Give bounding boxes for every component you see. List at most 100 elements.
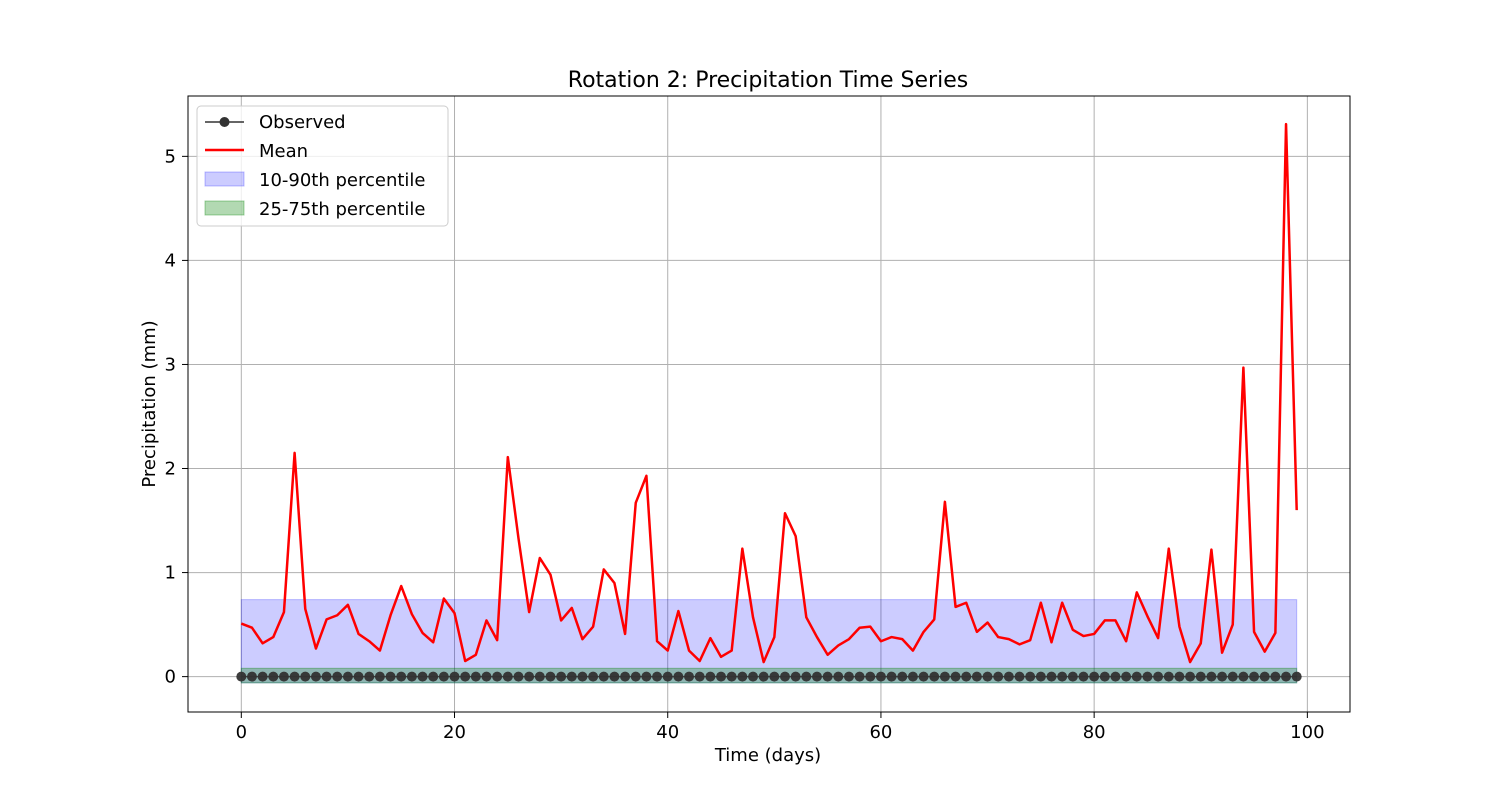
observed-point xyxy=(950,671,961,682)
observed-point xyxy=(1217,671,1228,682)
observed-point xyxy=(257,671,268,682)
observed-point xyxy=(428,671,439,682)
observed-point xyxy=(300,671,311,682)
observed-point xyxy=(652,671,663,682)
observed-point xyxy=(843,671,854,682)
observed-point xyxy=(1259,671,1270,682)
observed-point xyxy=(939,671,950,682)
observed-point xyxy=(396,671,407,682)
observed-point xyxy=(865,671,876,682)
observed-point xyxy=(524,671,535,682)
observed-point xyxy=(342,671,353,682)
legend-25-75-label: 25-75th percentile xyxy=(259,199,426,220)
observed-point xyxy=(1195,671,1206,682)
observed-point xyxy=(438,671,449,682)
x-tick-label: 100 xyxy=(1290,722,1324,743)
observed-point xyxy=(705,671,716,682)
observed-point xyxy=(492,671,503,682)
observed-point xyxy=(460,671,471,682)
observed-point xyxy=(513,671,524,682)
observed-point xyxy=(417,671,428,682)
observed-point xyxy=(1291,671,1302,682)
observed-point xyxy=(620,671,631,682)
observed-point xyxy=(598,671,609,682)
observed-point xyxy=(875,671,886,682)
observed-point xyxy=(811,671,822,682)
observed-point xyxy=(246,671,257,682)
x-axis-label: Time (days) xyxy=(714,745,821,766)
y-axis-label: Precipitation (mm) xyxy=(139,320,160,487)
observed-point xyxy=(385,671,396,682)
observed-point xyxy=(332,671,343,682)
observed-point xyxy=(684,671,695,682)
x-tick-label: 60 xyxy=(869,722,892,743)
observed-point xyxy=(1078,671,1089,682)
observed-point xyxy=(897,671,908,682)
y-tick-label: 3 xyxy=(165,354,176,375)
observed-point xyxy=(268,671,279,682)
observed-point xyxy=(929,671,940,682)
plot-frame xyxy=(187,95,1351,713)
observed-point xyxy=(886,671,897,682)
observed-point xyxy=(1142,671,1153,682)
observed-point xyxy=(854,671,865,682)
chart-title: Rotation 2: Precipitation Time Series xyxy=(568,68,968,93)
observed-point xyxy=(971,671,982,682)
observed-point xyxy=(1270,671,1281,682)
legend-observed-label: Observed xyxy=(259,112,346,133)
observed-point xyxy=(470,671,481,682)
observed-point xyxy=(918,671,929,682)
observed-point xyxy=(716,671,727,682)
x-tick-label: 20 xyxy=(443,722,466,743)
observed-point xyxy=(1057,671,1068,682)
observed-point xyxy=(982,671,993,682)
observed-point xyxy=(364,671,375,682)
observed-point xyxy=(321,671,332,682)
y-axis-ticks: 0 1 2 3 4 5 xyxy=(165,146,188,688)
observed-point xyxy=(630,671,641,682)
observed-point xyxy=(1099,671,1110,682)
observed-point xyxy=(406,671,417,682)
observed-point xyxy=(1206,671,1217,682)
observed-point xyxy=(374,671,385,682)
legend-frame xyxy=(196,105,449,227)
observed-point xyxy=(577,671,588,682)
observed-point xyxy=(353,671,364,682)
observed-point xyxy=(1249,671,1260,682)
observed-point xyxy=(769,671,780,682)
observed-point xyxy=(748,671,759,682)
y-tick-label: 4 xyxy=(165,250,176,271)
observed-point xyxy=(310,671,321,682)
observed-point xyxy=(278,671,289,682)
observed-point xyxy=(1089,671,1100,682)
observed-point xyxy=(1035,671,1046,682)
observed-point xyxy=(609,671,620,682)
observed-point xyxy=(961,671,972,682)
observed-point xyxy=(502,671,513,682)
legend-10-90-label: 10-90th percentile xyxy=(259,170,426,191)
observed-point xyxy=(726,671,737,682)
observed-point xyxy=(1238,671,1249,682)
observed-point xyxy=(1025,671,1036,682)
observed-point xyxy=(801,671,812,682)
legend-25-75-swatch-icon xyxy=(204,200,245,216)
observed-point xyxy=(1067,671,1078,682)
legend: Observed Mean 10-90th percentile 25-75th… xyxy=(196,105,449,227)
x-tick-label: 40 xyxy=(656,722,679,743)
y-tick-label: 0 xyxy=(165,667,176,688)
y-tick-label: 5 xyxy=(165,146,176,167)
observed-point xyxy=(556,671,567,682)
observed-point xyxy=(1131,671,1142,682)
observed-point xyxy=(662,671,673,682)
observed-point xyxy=(1281,671,1292,682)
observed-point xyxy=(907,671,918,682)
observed-point xyxy=(1121,671,1132,682)
observed-point xyxy=(449,671,460,682)
legend-10-90-swatch-icon xyxy=(204,171,245,187)
observed-point xyxy=(673,671,684,682)
observed-point xyxy=(481,671,492,682)
observed-point xyxy=(694,671,705,682)
observed-point xyxy=(1163,671,1174,682)
observed-point xyxy=(833,671,844,682)
